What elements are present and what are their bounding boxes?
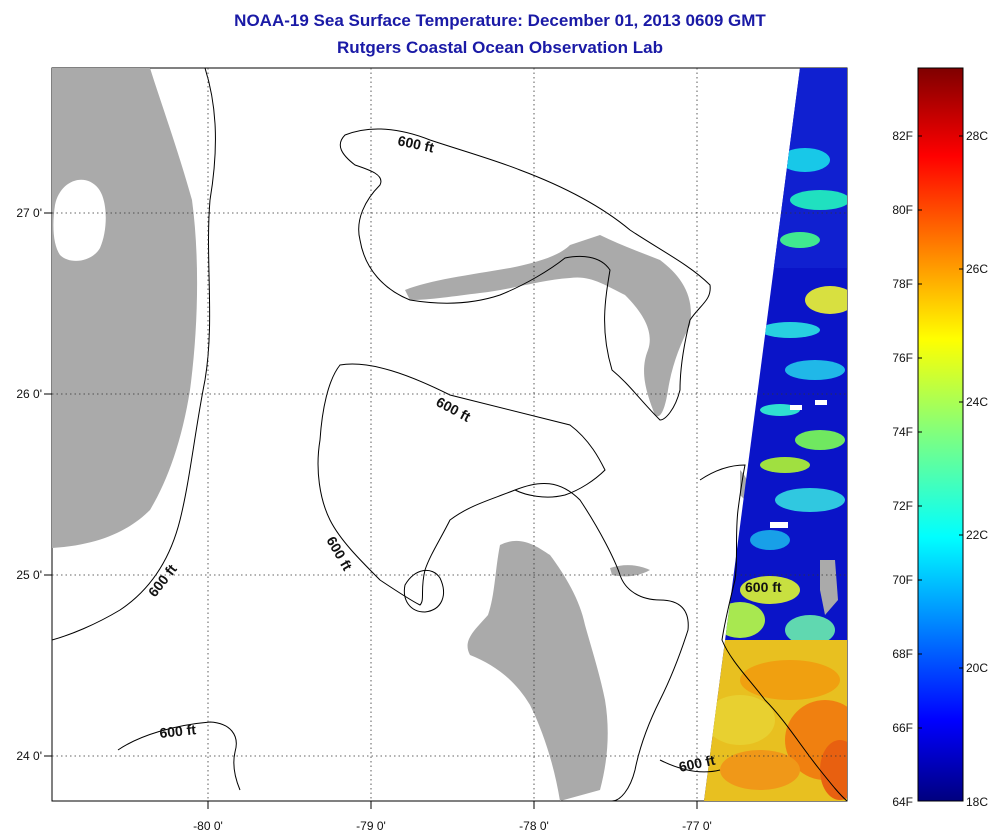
colorbar-f-64: 64F	[892, 795, 913, 809]
contour-label-600ft-6: 600 ft	[745, 579, 782, 595]
colorbar-celsius-labels: 28C 26C 24C 22C 20C 18C	[966, 129, 988, 809]
colorbar-c-28: 28C	[966, 129, 988, 143]
lat-label-25: 25 0'	[16, 568, 42, 582]
contour-tongue-of-ocean	[514, 482, 689, 801]
frame-ticks	[44, 212, 698, 809]
lat-tick-labels: 27 0' 26 0' 25 0' 24 0'	[16, 206, 42, 763]
contour-label-600ft-5: 600 ft	[159, 721, 197, 741]
contour-cay-sal	[117, 721, 241, 791]
lon-label-77: -77 0'	[682, 819, 712, 833]
colorbar-c-20: 20C	[966, 661, 988, 675]
colorbar-c-24: 24C	[966, 395, 988, 409]
colorbar-f-80: 80F	[892, 203, 913, 217]
colorbar-c-26: 26C	[966, 262, 988, 276]
colorbar-f-78: 78F	[892, 277, 913, 291]
map-subtitle: Rutgers Coastal Ocean Observation Lab	[337, 38, 663, 57]
graticule	[52, 68, 847, 801]
colorbar-f-74: 74F	[892, 425, 913, 439]
colorbar-c-18: 18C	[966, 795, 988, 809]
colorbar-f-68: 68F	[892, 647, 913, 661]
colorbar-f-76: 76F	[892, 351, 913, 365]
depth-contours	[52, 68, 847, 801]
grand-bahama-land	[405, 235, 691, 417]
map-title: NOAA-19 Sea Surface Temperature: Decembe…	[234, 11, 766, 30]
lon-tick-labels: -80 0' -79 0' -78 0' -77 0'	[193, 819, 712, 833]
andros-land	[467, 540, 608, 801]
contour-southeast	[659, 759, 721, 773]
lat-label-26: 26 0'	[16, 387, 42, 401]
contour-label-600ft-7: 600 ft	[677, 752, 716, 775]
contour-east	[699, 464, 847, 801]
lon-label-80: -80 0'	[193, 819, 223, 833]
colorbar	[917, 67, 964, 802]
lat-label-24: 24 0'	[16, 749, 42, 763]
lon-label-79: -79 0'	[356, 819, 386, 833]
colorbar-ticks	[918, 135, 963, 729]
contour-label-600ft-1: 600 ft	[396, 132, 435, 155]
lon-label-78: -78 0'	[519, 819, 549, 833]
colorbar-f-72: 72F	[892, 499, 913, 513]
colorbar-f-82: 82F	[892, 129, 913, 143]
contour-islet	[403, 569, 444, 613]
contour-great-bahama-bank	[317, 363, 606, 606]
colorbar-fahrenheit-labels: 82F 80F 78F 76F 74F 72F 70F 68F 66F 64F	[892, 129, 913, 809]
colorbar-c-22: 22C	[966, 528, 988, 542]
contour-florida	[52, 68, 216, 641]
lat-label-27: 27 0'	[16, 206, 42, 220]
colorbar-f-70: 70F	[892, 573, 913, 587]
contour-grand-bahama	[339, 128, 711, 421]
lake-okeechobee	[53, 179, 106, 261]
colorbar-f-66: 66F	[892, 721, 913, 735]
